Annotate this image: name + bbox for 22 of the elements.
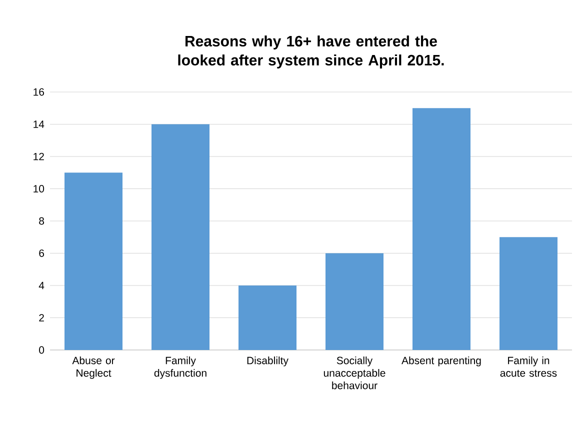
x-tick-label: Absent parenting xyxy=(402,356,481,366)
bar xyxy=(152,124,210,350)
y-tick-label: 2 xyxy=(39,314,44,322)
bar xyxy=(238,285,296,350)
x-tick-label: Abuse or Neglect xyxy=(72,356,115,379)
bar xyxy=(326,253,384,350)
y-tick-label: 10 xyxy=(34,185,44,192)
x-tick-label: Family dysfunction xyxy=(154,356,206,379)
y-tick-label: 0 xyxy=(39,346,44,354)
chart-title: Reasons why 16+ have entered the looked after system since April 2015. xyxy=(178,35,444,68)
y-tick-label: 8 xyxy=(39,217,44,225)
y-tick-label: 12 xyxy=(34,152,44,160)
x-tick-label: Disablilty xyxy=(247,356,288,366)
bar xyxy=(412,108,470,350)
y-tick-label: 6 xyxy=(39,250,44,257)
x-tick-label: Family in acute stress xyxy=(500,356,557,377)
y-tick-label: 4 xyxy=(38,282,44,290)
x-tick-label: Socially unacceptable behaviour xyxy=(324,356,386,390)
bar xyxy=(64,172,123,350)
y-tick-label: 16 xyxy=(34,88,44,96)
bar xyxy=(499,237,558,350)
y-tick-label: 14 xyxy=(34,120,44,128)
